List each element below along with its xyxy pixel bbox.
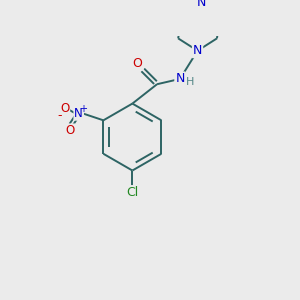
Text: -: - (57, 109, 61, 122)
Text: O: O (133, 57, 142, 70)
Text: N: N (74, 107, 83, 120)
Text: +: + (79, 104, 87, 114)
Text: Cl: Cl (126, 186, 139, 199)
Text: N: N (193, 44, 202, 57)
Text: N: N (175, 72, 184, 86)
Text: O: O (60, 102, 69, 116)
Text: O: O (65, 124, 75, 137)
Text: N: N (196, 0, 206, 9)
Text: H: H (185, 76, 194, 87)
